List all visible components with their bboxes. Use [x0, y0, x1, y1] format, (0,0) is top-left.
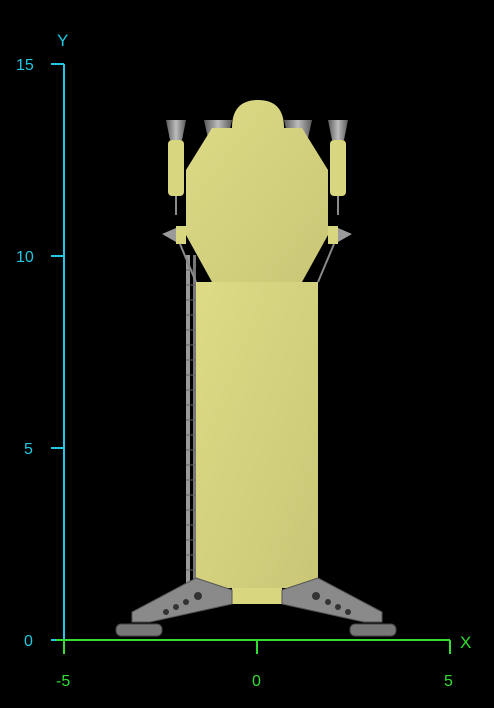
y-tick-label: 5: [24, 441, 33, 458]
y-tick-label: 10: [16, 249, 34, 266]
x-tick-label: 5: [444, 673, 453, 690]
service-tower: [186, 255, 196, 585]
engine-skirt: [232, 588, 282, 604]
y-axis: [51, 63, 65, 648]
left-booster: [162, 120, 197, 283]
y-tick-label: 0: [24, 633, 33, 650]
y-axis-label: Y: [57, 31, 68, 50]
y-tick-label: 15: [16, 57, 34, 74]
x-axis: [56, 639, 451, 654]
x-tick-label: -5: [56, 673, 70, 690]
right-booster: [317, 120, 352, 283]
right-landing-leg: [281, 577, 397, 637]
main-tank: [196, 282, 318, 588]
left-landing-leg: [115, 577, 233, 637]
x-tick-label: 0: [252, 673, 261, 690]
upper-stage-capsule: [186, 100, 328, 282]
x-axis-label: X: [460, 633, 471, 652]
rocket: [115, 100, 397, 637]
